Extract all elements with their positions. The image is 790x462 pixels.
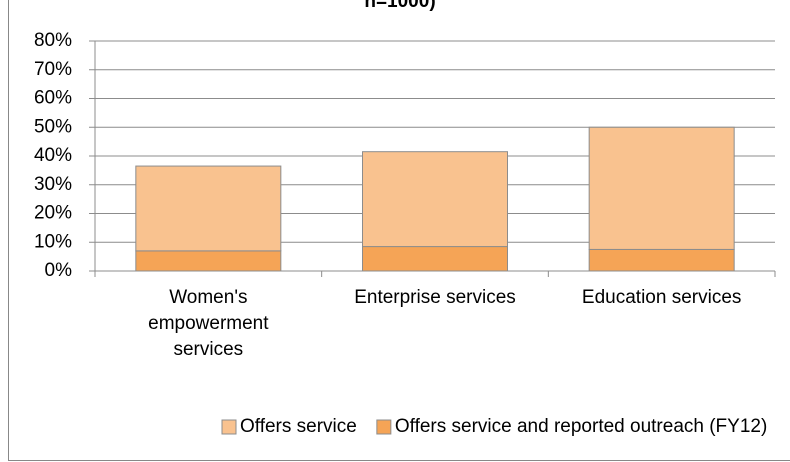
bar-segment [362,151,508,248]
x-label-box: Women's empowerment services [148,287,269,360]
bar-segment [135,165,282,252]
y-tick-label: 0% [45,260,73,281]
x-tick-label: Women's empowerment services [148,287,269,360]
x-label-box: Enterprise services [354,287,516,308]
y-tick-label: 30% [34,174,72,195]
legend-label: Offers service and reported outreach (FY… [395,416,767,437]
y-tick-label: 40% [34,145,72,166]
x-tick-label: Education services [581,287,742,308]
legend-swatch [376,419,392,435]
y-tick-label: 10% [34,231,72,252]
x-label-box: Education services [581,287,742,308]
bar-segment [588,248,735,272]
bar-segment [588,126,735,250]
y-tick-label: 50% [34,116,72,137]
legend-label: Offers service [240,416,357,437]
chart-frame [8,0,790,461]
y-tick-label: 70% [34,59,72,80]
chart-title: n=1000) [364,0,435,12]
y-tick-label: 20% [34,203,72,224]
legend-swatch [221,419,237,435]
bar-segment [362,246,508,272]
bar-segment [135,250,282,272]
y-tick-label: 60% [34,88,72,109]
y-tick-label: 80% [34,30,72,51]
x-tick-label: Enterprise services [354,287,516,308]
